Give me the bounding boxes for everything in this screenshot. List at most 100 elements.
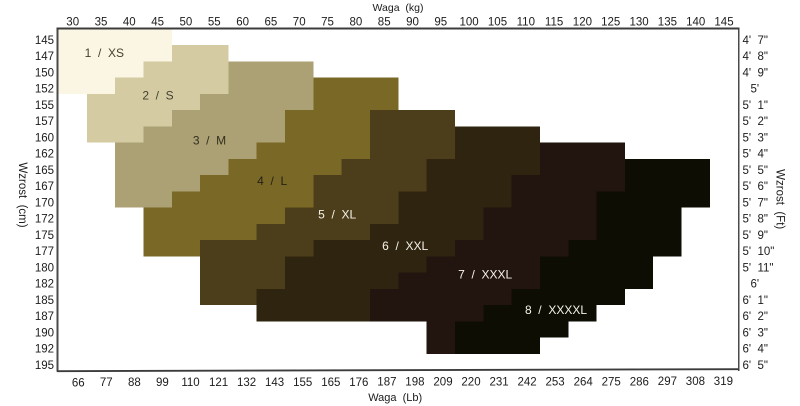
svg-text:6' 5": 6' 5" <box>743 360 768 372</box>
svg-text:253: 253 <box>546 376 565 388</box>
svg-text:110: 110 <box>517 17 535 29</box>
svg-text:176: 176 <box>349 377 368 389</box>
svg-text:95: 95 <box>434 17 447 29</box>
svg-text:150: 150 <box>35 68 54 80</box>
svg-text:5' 6": 5' 6" <box>743 181 768 193</box>
svg-text:177: 177 <box>35 246 54 258</box>
svg-text:190: 190 <box>35 327 54 339</box>
svg-text:132: 132 <box>237 377 256 389</box>
svg-text:5' 10": 5' 10" <box>743 246 775 258</box>
svg-text:130: 130 <box>630 17 649 29</box>
svg-text:50: 50 <box>180 17 193 29</box>
svg-text:5' 4": 5' 4" <box>743 149 768 161</box>
svg-text:140: 140 <box>686 17 705 29</box>
svg-text:165: 165 <box>321 377 340 389</box>
svg-text:286: 286 <box>630 376 649 388</box>
svg-text:5' 7": 5' 7" <box>743 197 768 209</box>
svg-text:5': 5' <box>751 84 760 96</box>
svg-text:88: 88 <box>128 377 141 389</box>
svg-text:147: 147 <box>35 51 54 63</box>
svg-text:70: 70 <box>293 17 306 29</box>
svg-text:198: 198 <box>405 377 424 389</box>
svg-text:145: 145 <box>714 17 733 29</box>
svg-text:125: 125 <box>601 17 620 29</box>
svg-text:185: 185 <box>35 295 54 307</box>
svg-text:160: 160 <box>35 132 54 144</box>
svg-text:Wzrost (Ft): Wzrost (Ft) <box>774 169 786 229</box>
svg-text:90: 90 <box>406 17 419 29</box>
svg-text:135: 135 <box>658 17 677 29</box>
svg-text:5' 3": 5' 3" <box>743 132 768 144</box>
svg-text:165: 165 <box>35 165 54 177</box>
svg-text:110: 110 <box>181 377 199 389</box>
svg-text:231: 231 <box>490 377 509 389</box>
svg-text:65: 65 <box>265 17 278 29</box>
svg-text:35: 35 <box>95 17 108 29</box>
svg-text:172: 172 <box>35 214 54 226</box>
svg-text:115: 115 <box>545 17 563 29</box>
svg-text:Waga (kg): Waga (kg) <box>373 2 424 14</box>
svg-text:192: 192 <box>35 344 54 356</box>
svg-text:152: 152 <box>35 84 54 96</box>
svg-text:209: 209 <box>433 377 452 389</box>
svg-text:60: 60 <box>236 17 249 29</box>
svg-text:155: 155 <box>35 100 54 112</box>
svg-text:66: 66 <box>72 377 85 389</box>
svg-text:4 / L: 4 / L <box>257 174 287 188</box>
svg-text:308: 308 <box>686 376 705 388</box>
svg-text:77: 77 <box>100 377 113 389</box>
svg-text:167: 167 <box>35 181 54 193</box>
svg-text:40: 40 <box>123 17 136 29</box>
svg-text:120: 120 <box>573 17 592 29</box>
svg-text:242: 242 <box>518 377 537 389</box>
svg-text:264: 264 <box>574 376 594 388</box>
svg-text:6' 4": 6' 4" <box>743 344 768 356</box>
svg-text:175: 175 <box>35 230 54 242</box>
svg-text:55: 55 <box>208 17 221 29</box>
svg-text:85: 85 <box>378 17 391 29</box>
svg-text:80: 80 <box>350 17 363 29</box>
svg-text:5' 9": 5' 9" <box>743 230 768 242</box>
svg-text:155: 155 <box>293 377 312 389</box>
svg-text:2 / S: 2 / S <box>142 89 173 103</box>
svg-text:6 / XXL: 6 / XXL <box>382 239 428 253</box>
svg-text:4' 8": 4' 8" <box>743 51 768 63</box>
svg-text:319: 319 <box>714 376 733 388</box>
svg-text:6' 1": 6' 1" <box>743 295 768 307</box>
svg-text:170: 170 <box>35 197 54 209</box>
svg-text:5' 2": 5' 2" <box>743 116 768 128</box>
svg-text:180: 180 <box>35 262 54 274</box>
svg-text:5' 1": 5' 1" <box>743 100 768 112</box>
svg-text:182: 182 <box>35 279 54 291</box>
svg-text:6' 3": 6' 3" <box>743 327 768 339</box>
svg-text:6' 2": 6' 2" <box>743 311 768 323</box>
svg-text:195: 195 <box>35 360 54 372</box>
svg-text:75: 75 <box>321 17 334 29</box>
svg-text:145: 145 <box>35 35 54 47</box>
svg-text:3 / M: 3 / M <box>193 134 226 148</box>
svg-text:5' 11": 5' 11" <box>743 262 774 274</box>
svg-text:30: 30 <box>66 17 79 29</box>
svg-text:162: 162 <box>35 149 54 161</box>
svg-text:4' 9": 4' 9" <box>743 68 768 80</box>
svg-text:5' 8": 5' 8" <box>743 214 768 226</box>
svg-text:297: 297 <box>658 376 677 388</box>
svg-text:220: 220 <box>461 377 480 389</box>
svg-text:275: 275 <box>602 376 621 388</box>
svg-text:100: 100 <box>460 17 479 29</box>
svg-text:45: 45 <box>151 17 164 29</box>
svg-text:105: 105 <box>488 17 507 29</box>
svg-text:187: 187 <box>35 311 54 323</box>
svg-text:5' 5": 5' 5" <box>743 165 768 177</box>
svg-text:Waga (Lb): Waga (Lb) <box>368 392 422 404</box>
svg-text:187: 187 <box>377 377 396 389</box>
svg-text:5 / XL: 5 / XL <box>318 208 356 222</box>
svg-text:8 / XXXXL: 8 / XXXXL <box>525 303 587 317</box>
svg-text:Wzrost (cm): Wzrost (cm) <box>16 162 28 227</box>
svg-text:143: 143 <box>265 377 284 389</box>
svg-text:157: 157 <box>35 116 54 128</box>
svg-text:6': 6' <box>751 279 760 291</box>
svg-text:99: 99 <box>156 377 169 389</box>
svg-text:1 / XS: 1 / XS <box>85 46 124 60</box>
svg-text:7 / XXXL: 7 / XXXL <box>458 267 512 281</box>
